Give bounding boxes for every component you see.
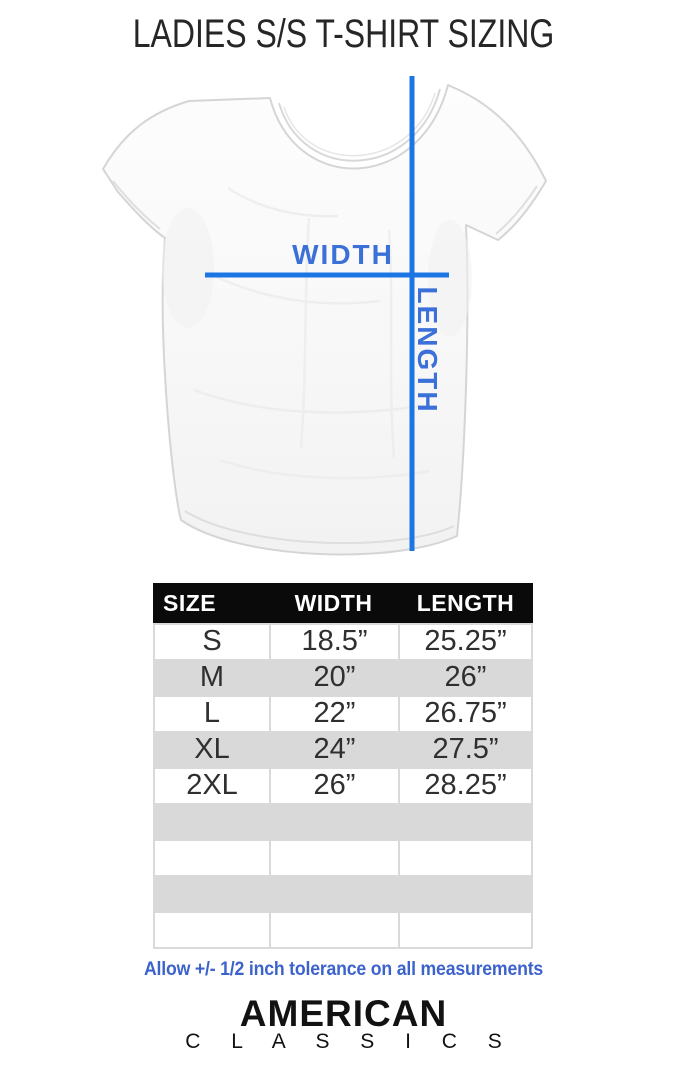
brand-name-line1: AMERICAN <box>239 993 448 1034</box>
column-header-size: SIZE <box>163 589 217 616</box>
table-row: S 18.5” 25.25” <box>155 625 531 659</box>
table-row <box>155 841 531 875</box>
table-cell: 18.5” <box>271 625 398 659</box>
table-cell: 26” <box>271 769 398 803</box>
table-cell <box>400 877 531 911</box>
table-cell: M <box>199 661 225 693</box>
measurement-overlay: WIDTH LENGTH <box>205 76 449 551</box>
column-header-length: LENGTH <box>416 589 515 616</box>
tshirt-illustration <box>102 84 547 556</box>
table-cell: 27.5” <box>432 733 499 765</box>
table-row: M 20” 26” <box>155 661 531 695</box>
length-label: LENGTH <box>412 286 443 413</box>
brand-name-line2: C L A S S I C S <box>185 1030 515 1053</box>
table-cell <box>271 805 398 839</box>
column-header-width: WIDTH <box>294 589 373 616</box>
width-label: WIDTH <box>292 239 394 270</box>
tolerance-note: Allow +/- 1/2 inch tolerance on all meas… <box>143 959 544 980</box>
shadow-right <box>428 220 472 336</box>
table-cell: 28.25” <box>400 769 531 803</box>
table-cell: 2XL <box>155 769 269 803</box>
table-cell <box>271 841 398 875</box>
page-title: LADIES S/S T-SHIRT SIZING <box>132 12 555 56</box>
size-table: SIZE WIDTH LENGTH S 18.5” 25.25” M 20” 26” L 22… <box>153 583 533 949</box>
left-sleeve-stitch <box>112 180 161 230</box>
table-cell <box>271 913 398 947</box>
table-cell <box>271 877 398 911</box>
collar-band <box>278 88 441 162</box>
table-cell: XL <box>194 733 230 765</box>
table-cell <box>155 841 269 875</box>
table-cell <box>400 805 531 839</box>
table-cell: S <box>155 625 269 659</box>
table-cell <box>155 877 269 911</box>
right-sleeve-stitch <box>495 185 538 235</box>
table-cell: 24” <box>313 733 356 765</box>
table-row <box>155 877 531 911</box>
shirt-diagram: WIDTH LENGTH <box>58 68 628 573</box>
table-cell: 25.25” <box>400 625 531 659</box>
table-row: L 22” 26.75” <box>155 697 531 731</box>
bottom-hem-stitch <box>184 510 455 545</box>
shadow-left <box>162 208 214 328</box>
brand-logo: AMERICAN C L A S S I C S <box>0 995 687 1053</box>
table-row <box>155 805 531 839</box>
table-cell: 26” <box>444 661 487 693</box>
collar-stitch <box>283 92 436 157</box>
table-row: XL 24” 27.5” <box>155 733 531 767</box>
table-row: 2XL 26” 28.25” <box>155 769 531 803</box>
size-table-header: SIZE WIDTH LENGTH <box>153 583 533 623</box>
tshirt-svg: WIDTH LENGTH <box>102 76 547 556</box>
table-cell <box>155 805 269 839</box>
tshirt-body <box>102 84 547 556</box>
table-row <box>155 913 531 947</box>
size-table-body: S 18.5” 25.25” M 20” 26” L 22” 26.75” XL 24” 27.5” 2… <box>153 623 533 949</box>
table-cell <box>400 913 531 947</box>
table-cell <box>155 913 269 947</box>
table-cell <box>400 841 531 875</box>
table-cell: 22” <box>271 697 398 731</box>
wrinkle-lines <box>193 186 431 480</box>
table-cell: 20” <box>313 661 356 693</box>
table-cell: 26.75” <box>400 697 531 731</box>
table-cell: L <box>155 697 269 731</box>
